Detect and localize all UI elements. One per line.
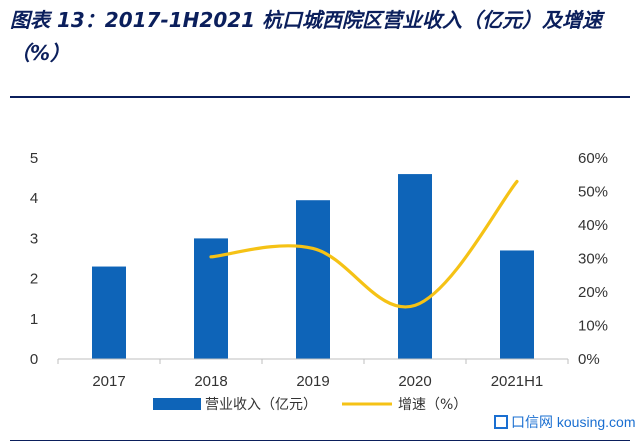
watermark-text: 口信网 kousing.com	[511, 414, 636, 430]
y-right-tick-label: 0%	[578, 351, 600, 368]
y-left-tick-label: 5	[30, 150, 38, 167]
y-right-tick-label: 30%	[578, 251, 608, 268]
y-right-tick-label: 60%	[578, 150, 608, 167]
bar-2017	[92, 266, 126, 359]
y-right-tick-label: 10%	[578, 318, 608, 335]
line-series-group	[209, 179, 519, 309]
title-divider	[10, 96, 630, 98]
bar-2021H1	[500, 250, 534, 359]
footer-divider	[10, 440, 630, 441]
y-left-tick-label: 3	[30, 230, 38, 247]
legend-label-bar: 营业收入（亿元）	[205, 397, 317, 413]
y-left-tick-label: 2	[30, 271, 38, 288]
y-right-tick-label: 40%	[578, 217, 608, 234]
x-tick-label: 2018	[194, 373, 227, 390]
x-tick-label: 2019	[296, 373, 329, 390]
left-y-axis-ticks: 0 1 2 3 4 5	[30, 150, 38, 368]
watermark-logo-icon	[494, 415, 508, 429]
y-left-tick-label: 1	[30, 311, 38, 328]
chart-legend: 营业收入（亿元） 增速（%）	[153, 397, 467, 413]
growth-line	[209, 179, 519, 309]
bar-2019	[296, 200, 330, 359]
chart-title: 图表 13：2017-1H2021 杭口城西院区营业收入（亿元）及增速（%）	[10, 8, 603, 65]
bar-series-group	[92, 174, 534, 359]
x-tick-label: 2017	[92, 373, 125, 390]
x-axis-ticks: 2017 2018 2019 2020 2021H1	[92, 373, 543, 390]
y-left-tick-label: 0	[30, 351, 38, 368]
watermark: 口信网 kousing.com	[494, 412, 635, 432]
legend-swatch-bar	[153, 398, 201, 410]
right-y-axis-ticks: 0% 10% 20% 30% 40% 50% 60%	[578, 150, 608, 368]
x-axis-group	[57, 358, 569, 364]
bar-2020	[398, 174, 432, 359]
y-right-tick-label: 50%	[578, 184, 608, 201]
y-right-tick-label: 20%	[578, 284, 608, 301]
legend-label-line: 增速（%）	[398, 397, 467, 413]
x-tick-label: 2021H1	[491, 373, 544, 390]
x-tick-label: 2020	[398, 373, 431, 390]
bar-2018	[194, 238, 228, 359]
y-left-tick-label: 4	[30, 190, 38, 207]
